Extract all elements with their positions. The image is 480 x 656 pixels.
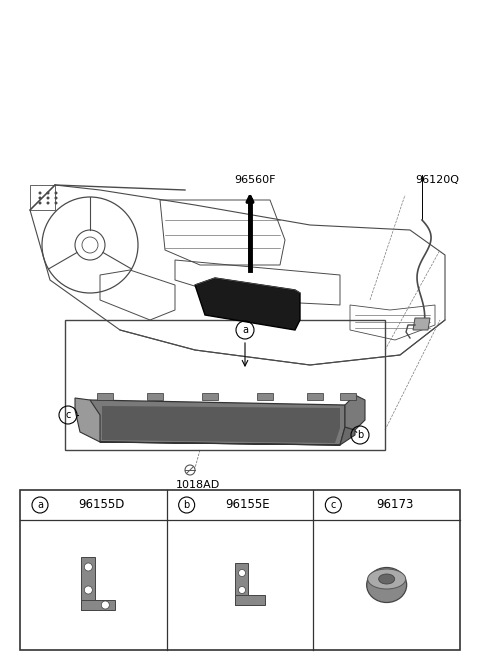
Text: 1018AD: 1018AD xyxy=(176,480,220,490)
Circle shape xyxy=(38,192,41,194)
Text: a: a xyxy=(37,500,43,510)
Circle shape xyxy=(101,601,109,609)
Polygon shape xyxy=(345,395,365,430)
Circle shape xyxy=(55,192,58,194)
Circle shape xyxy=(47,192,49,194)
Polygon shape xyxy=(81,557,96,610)
Text: a: a xyxy=(242,325,248,335)
Polygon shape xyxy=(90,400,345,445)
Circle shape xyxy=(84,586,92,594)
Circle shape xyxy=(239,569,245,577)
Ellipse shape xyxy=(368,569,406,589)
Bar xyxy=(20,490,460,650)
Circle shape xyxy=(55,197,58,199)
Text: 96155E: 96155E xyxy=(226,499,270,512)
Bar xyxy=(65,320,385,450)
Polygon shape xyxy=(102,406,340,443)
Polygon shape xyxy=(340,393,356,400)
Polygon shape xyxy=(202,393,218,400)
Text: b: b xyxy=(357,430,363,440)
Circle shape xyxy=(47,197,49,199)
Polygon shape xyxy=(413,318,430,330)
Circle shape xyxy=(38,197,41,199)
Polygon shape xyxy=(75,398,100,442)
Polygon shape xyxy=(307,393,323,400)
Text: c: c xyxy=(331,500,336,510)
Text: 96560F: 96560F xyxy=(234,175,276,185)
Circle shape xyxy=(38,201,41,205)
Ellipse shape xyxy=(379,574,395,584)
Polygon shape xyxy=(257,393,273,400)
Text: b: b xyxy=(183,500,190,510)
Text: 96120Q: 96120Q xyxy=(415,175,459,185)
Polygon shape xyxy=(100,427,355,445)
Text: 96173: 96173 xyxy=(376,499,413,512)
Polygon shape xyxy=(97,393,113,400)
Text: 96155D: 96155D xyxy=(78,499,124,512)
Polygon shape xyxy=(81,600,115,610)
Text: c: c xyxy=(65,410,71,420)
Polygon shape xyxy=(235,563,248,605)
Ellipse shape xyxy=(367,567,407,602)
Polygon shape xyxy=(195,278,300,330)
Polygon shape xyxy=(147,393,163,400)
Circle shape xyxy=(239,586,245,594)
Circle shape xyxy=(55,201,58,205)
Polygon shape xyxy=(235,595,265,605)
Circle shape xyxy=(84,563,92,571)
Circle shape xyxy=(47,201,49,205)
